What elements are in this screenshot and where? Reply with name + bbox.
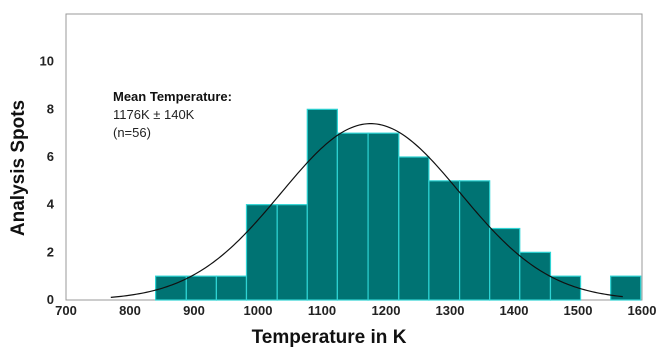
annotation-heading: Mean Temperature:: [113, 89, 232, 104]
y-tick-label-2: 2: [47, 244, 54, 259]
normal-fit-curve: [110, 123, 623, 298]
x-tick-label-700: 700: [55, 303, 77, 318]
x-tick-label-1000: 1000: [244, 303, 273, 318]
histogram-bars: [155, 108, 642, 301]
histogram-bar-11: [489, 227, 521, 301]
x-tick-label-1600: 1600: [628, 303, 657, 318]
y-axis-ticks: 0 2 4 6 8 10: [40, 54, 55, 307]
x-tick-label-1400: 1400: [500, 303, 529, 318]
histogram-bar-6: [336, 132, 369, 301]
y-tick-label-6: 6: [47, 149, 54, 164]
histogram-bar-13: [549, 275, 582, 301]
x-tick-label-900: 900: [183, 303, 205, 318]
histogram-bar-15: [610, 275, 642, 301]
x-axis-ticks: 700 800 900 1000 1100 1200 1300 1400 1500 1600: [55, 303, 656, 318]
y-tick-label-10: 10: [40, 54, 54, 69]
histogram-bar-0: [155, 275, 187, 301]
annotation-n: (n=56): [113, 125, 151, 140]
y-axis-title: Analysis Spots: [8, 100, 29, 236]
x-tick-label-1300: 1300: [436, 303, 465, 318]
histogram-bar-8: [398, 156, 430, 301]
y-tick-label-4: 4: [47, 197, 55, 212]
histogram-bar-3: [245, 204, 278, 301]
histogram-bar-4: [276, 204, 308, 301]
histogram-bar-7: [367, 132, 400, 301]
x-tick-label-1500: 1500: [564, 303, 593, 318]
histogram-bar-9: [428, 180, 461, 301]
y-tick-label-0: 0: [47, 292, 54, 307]
y-tick-label-8: 8: [47, 101, 54, 116]
x-tick-label-800: 800: [119, 303, 141, 318]
histogram-bar-10: [459, 180, 491, 301]
annotation-value: 1176K ± 140K: [113, 107, 195, 122]
x-tick-label-1200: 1200: [372, 303, 401, 318]
histogram-bar-1: [185, 275, 218, 301]
histogram-bar-5: [306, 108, 338, 301]
histogram-bar-2: [215, 275, 248, 301]
x-tick-label-1100: 1100: [308, 303, 336, 318]
x-axis-title: Temperature in K: [252, 327, 407, 348]
